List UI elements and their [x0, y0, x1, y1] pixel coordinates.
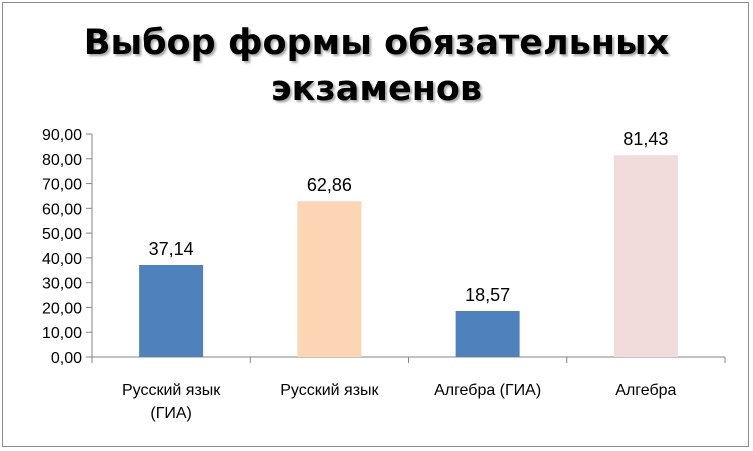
- chart-title-line-2: экзаменов: [270, 69, 483, 109]
- y-tick-label: 40,00: [42, 251, 82, 268]
- category-label: Алгебра: [615, 382, 676, 399]
- y-tick-label: 60,00: [42, 201, 82, 218]
- chart-title-line-1: Выбор формы обязательных: [83, 23, 670, 63]
- y-tick-label: 0,00: [51, 350, 82, 367]
- bar: [139, 264, 204, 357]
- data-label: 37,14: [149, 239, 194, 259]
- y-tick-label: 70,00: [42, 177, 82, 194]
- category-label: Русский язык: [280, 382, 379, 399]
- y-tick-label: 10,00: [42, 325, 82, 342]
- y-tick-label: 30,00: [42, 276, 82, 293]
- bar: [613, 155, 678, 357]
- y-tick-label: 20,00: [42, 300, 82, 317]
- data-label: 62,86: [307, 175, 352, 195]
- bar: [297, 201, 362, 357]
- category-label: (ГИА): [150, 405, 192, 422]
- data-label: 81,43: [623, 129, 668, 149]
- bar: [455, 310, 520, 357]
- y-tick-label: 90,00: [42, 127, 82, 144]
- y-tick-label: 50,00: [42, 226, 82, 243]
- category-label: Алгебра (ГИА): [434, 382, 541, 399]
- y-tick-label: 80,00: [42, 152, 82, 169]
- category-label: Русский язык: [122, 382, 221, 399]
- data-label: 18,57: [465, 285, 510, 305]
- chart-title: Выбор формы обязательных экзаменов: [0, 20, 753, 112]
